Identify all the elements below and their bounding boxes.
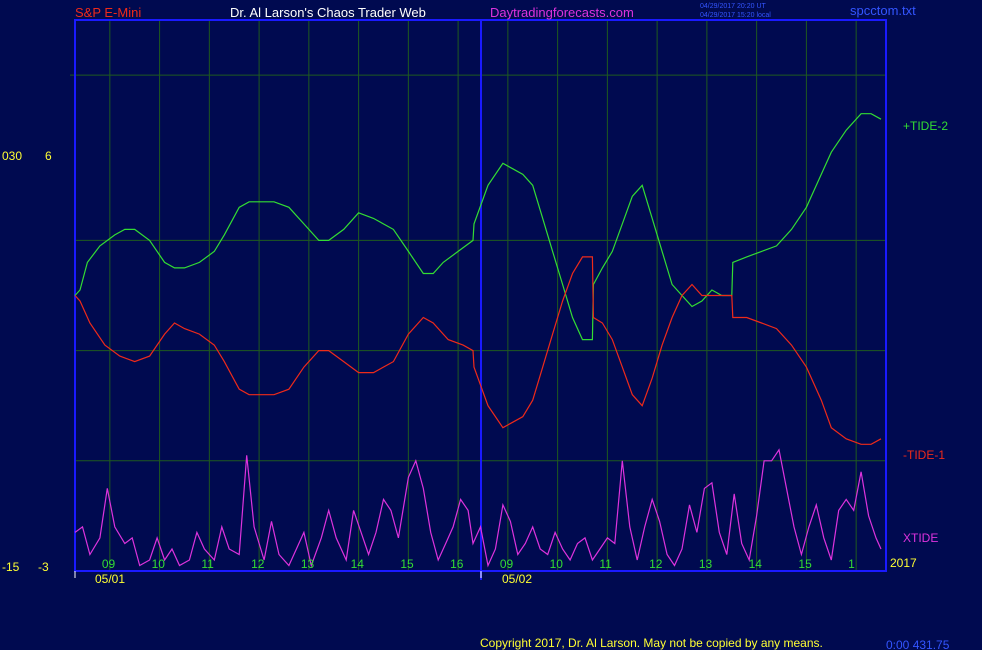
- year-label: 2017: [890, 556, 917, 570]
- symbol-title: S&P E-Mini: [75, 5, 141, 20]
- hour-tick-label: 09: [500, 557, 514, 571]
- y-label-bottom-inner: -3: [38, 560, 49, 574]
- timestamp-local: 04/29/2017 15:20 local: [700, 12, 771, 19]
- copyright-notice: Copyright 2017, Dr. Al Larson. May not b…: [480, 636, 823, 650]
- hour-tick-label: 12: [649, 557, 663, 571]
- y-label-top-inner: 6: [45, 149, 52, 163]
- series-tide-plus: [74, 113, 882, 341]
- site-title: Dr. Al Larson's Chaos Trader Web: [230, 5, 426, 20]
- hour-tick-label: 16: [450, 557, 464, 571]
- hour-tick-label: 10: [152, 557, 166, 571]
- chart-grid: [70, 20, 886, 571]
- legend-tide-minus: -TIDE-1: [903, 448, 945, 462]
- date-label-day1: 05/01: [95, 572, 125, 586]
- data-filename: spcctom.txt: [850, 3, 916, 18]
- series-layer: [74, 113, 882, 568]
- legend-xtide: XTIDE: [903, 531, 938, 545]
- hour-tick-label: 14: [749, 557, 763, 571]
- hour-tick-label: 11: [201, 557, 214, 571]
- hour-tick-label: 1: [848, 557, 855, 571]
- timestamp-ut: 04/29/2017 20:20 UT: [700, 3, 766, 10]
- hour-tick-label: 09: [102, 557, 116, 571]
- hour-tick-label: 11: [599, 557, 612, 571]
- date-label-day2: 05/02: [502, 572, 532, 586]
- hour-tick-label: 14: [351, 557, 365, 571]
- y-label-bottom-outer: -15: [2, 560, 20, 574]
- legend-tide-plus: +TIDE-2: [903, 119, 948, 133]
- hour-tick-label: 10: [550, 557, 564, 571]
- hour-tick-label: 12: [251, 557, 265, 571]
- hour-tick-label: 15: [798, 557, 812, 571]
- tick-labels: 09 10 11 12 13 14 15 16 09 10 11 12 13 14 15 1: [74, 557, 855, 578]
- series-tide-minus: [74, 256, 882, 445]
- hour-tick-label: 15: [400, 557, 414, 571]
- series-xtide: [74, 448, 882, 568]
- site-url[interactable]: Daytradingforecasts.com: [490, 5, 634, 20]
- hour-tick-label: 13: [301, 557, 315, 571]
- price-readout: 0:00 431.75: [886, 638, 950, 650]
- y-label-top-outer: 030: [2, 149, 22, 163]
- hour-tick-label: 13: [699, 557, 713, 571]
